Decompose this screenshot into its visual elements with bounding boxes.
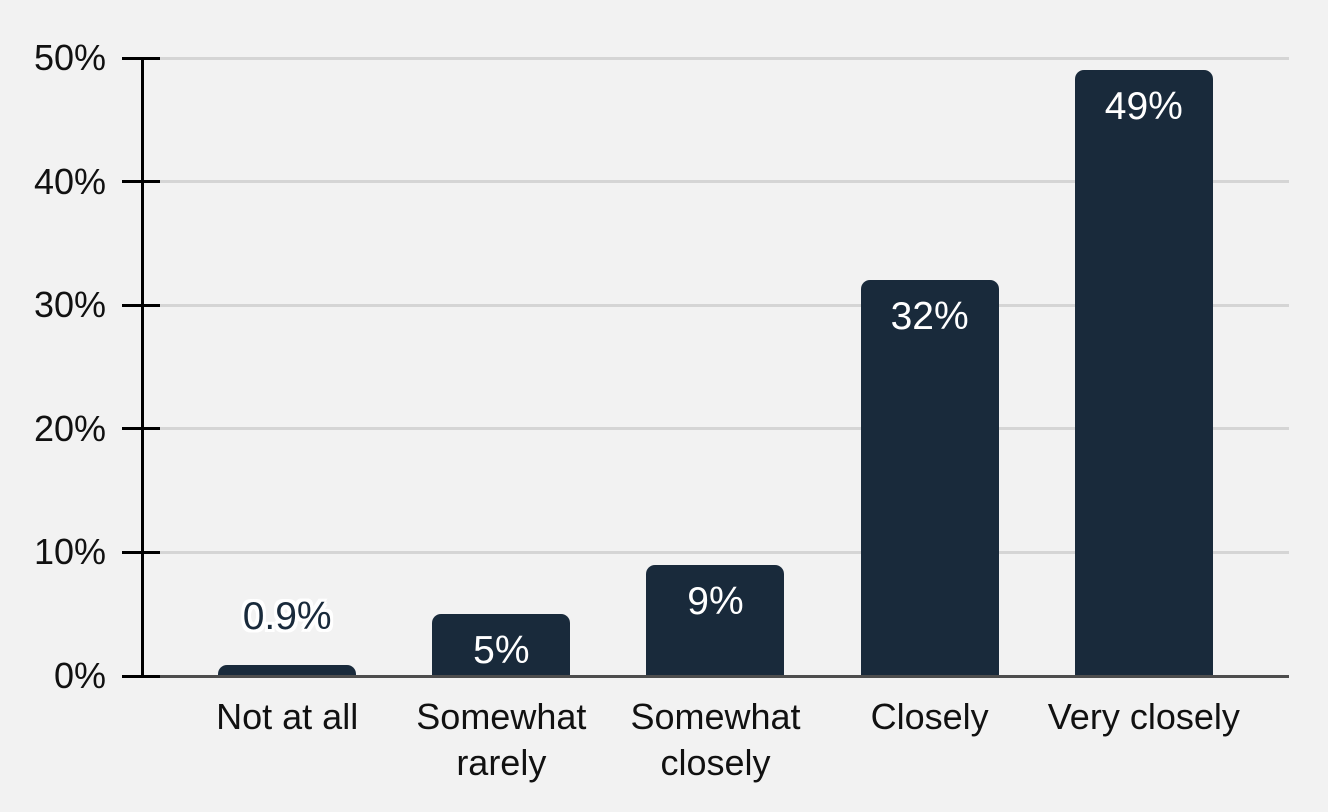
x-category-label: Closely: [870, 696, 989, 737]
y-axis-labels: 0% 10% 20% 30% 40% 50%: [2, 37, 106, 696]
x-category-label: Not at all: [216, 696, 359, 737]
bars-layer: 0.9% 5% 9% 32% 49%: [142, 58, 1289, 676]
x-axis-baseline: [142, 674, 1289, 678]
bar-1: 0.9%: [218, 595, 357, 676]
bar-2: 5%: [432, 614, 571, 676]
y-axis-tick: [122, 180, 160, 184]
y-tick-label: 40%: [33, 160, 106, 202]
gridline: [160, 427, 1289, 431]
y-tick-label: 30%: [33, 284, 106, 326]
y-axis-tick: [122, 550, 160, 554]
plot-area: 0% 10% 20% 30% 40% 50% 0.9% 5% 9% 32% 49% Not at …: [34, 37, 1289, 783]
bar-4: 32%: [860, 280, 999, 676]
gridline: [160, 303, 1289, 307]
gridline: [160, 550, 1289, 554]
y-axis-tick: [122, 303, 160, 307]
y-axis-tick: [122, 427, 160, 431]
bar-value-label: 5%: [473, 629, 530, 673]
y-tick-label: 50%: [33, 37, 106, 78]
bar-value-label: 0.9%: [242, 594, 332, 638]
gridlines-layer: [122, 56, 1289, 678]
gridline: [160, 56, 1289, 60]
x-category-label: Somewhat rarely: [416, 696, 587, 783]
bar-value-label: 9%: [687, 579, 744, 623]
y-axis-spine: [140, 58, 144, 676]
bar-value-label: 32%: [890, 295, 969, 339]
y-axis-tick: [122, 674, 160, 678]
y-axis-tick: [122, 56, 160, 60]
x-category-label: Very closely: [1047, 696, 1240, 737]
bar-value-label: 49%: [1104, 85, 1183, 129]
bar-5: 49%: [1074, 70, 1213, 676]
x-category-label: Somewhat closely: [630, 696, 801, 783]
y-tick-label: 10%: [33, 531, 106, 573]
bar-3: 9%: [646, 564, 785, 676]
x-axis-labels: Not at all Somewhat rarely Somewhat closel…: [142, 676, 1289, 796]
y-tick-label: 20%: [33, 407, 106, 449]
y-tick-label: 0%: [53, 655, 106, 696]
gridline: [160, 180, 1289, 184]
